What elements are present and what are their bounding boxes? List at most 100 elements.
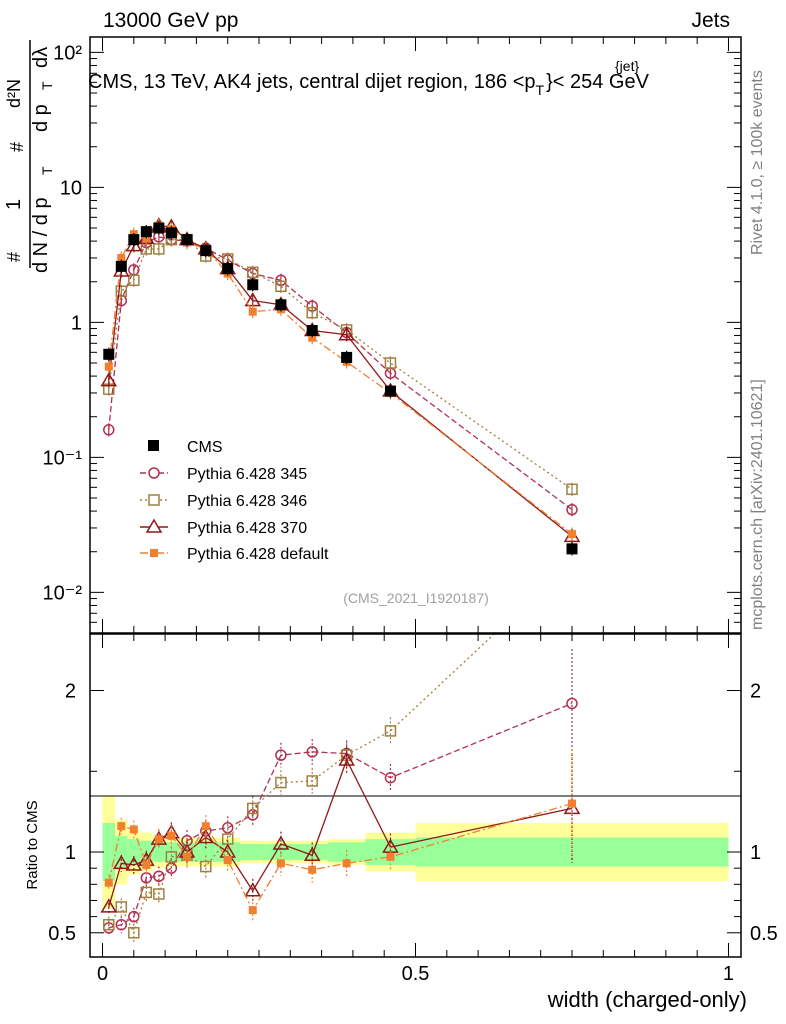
xtick-label-2: 1 [723,963,734,985]
point-p346-4 [153,243,165,255]
ratio-point-pdef-6 [183,852,192,861]
band-inner-9 [240,843,266,861]
rivet-label: Rivet 4.1.0, ≥ 100k events [749,70,766,255]
series-line-p346 [108,238,573,490]
ylabel-one: 1 [3,199,25,210]
ratio-point-p370-11 [303,846,321,862]
axes-group: 10⁻² 10⁻¹ 1 10 10² 0 0.5 1 0.5 0.5 1 1 2 2 [43,37,778,985]
band-inner-1 [115,835,128,869]
ylabel-dpt: d p [30,104,52,132]
band-inner-0 [102,822,116,882]
point-p370-0 [100,372,118,387]
ratio-point-pdef-12 [342,859,351,868]
point-cms-13 [384,385,396,397]
xtick-label-1: 0.5 [402,963,430,985]
mcplots-label: mcplots.cern.ch [arXiv:2401.10621] [749,379,766,630]
ratio-point-p370-2 [125,856,143,871]
ylabel-d2n: d²N [4,79,24,108]
ratio-point-pdef-4 [154,835,163,844]
plot-title-sub: T [536,82,545,98]
main-series-group [100,217,581,556]
point-p370-12 [338,326,355,341]
ytick-label-3: 10 [60,177,82,199]
ratio-point-pdef-2 [129,825,138,834]
ratio-point-pdef-7 [201,822,210,831]
point-p346-11 [306,306,318,319]
point-pdef-14 [567,530,576,539]
svg-text:CMS, 13 TeV, AK4 jets, central: CMS, 13 TeV, AK4 jets, central dijet reg… [88,71,650,98]
xtick-label-0: 0 [97,963,108,985]
legend-label-cms: CMS [187,439,223,456]
series-line-pdef [108,224,573,535]
ratio-uncertainty-bands [102,795,729,909]
ratio-point-p370-9 [244,882,262,897]
band-inner-4 [152,842,166,862]
legend-marker-p346 [148,494,160,506]
legend: CMS Pythia 6.428 345 Pythia 6.428 346 Py… [140,439,329,563]
point-cms-0 [103,348,115,360]
legend-marker-pdef [150,549,158,557]
point-pdef-1 [117,253,126,262]
legend-entry-cms: CMS [148,439,223,456]
legend-entry-p370: Pythia 6.428 370 [140,518,307,537]
ratio-point-pdef-9 [248,906,257,915]
ratio-ytick-label-l-2: 2 [65,681,76,703]
point-cms-1 [115,260,127,272]
ratio-point-p370-0 [100,898,118,913]
ratio-ytick-label-r-1: 1 [750,842,761,864]
band-inner-2 [127,839,141,865]
point-cms-6 [181,234,193,246]
ratio-point-pdef-8 [223,856,232,865]
ratio-point-p346-7 [200,860,212,873]
analysis-id: (CMS_2021_I1920187) [343,590,489,606]
ratio-point-pdef-10 [276,859,285,868]
point-p345-0 [103,424,115,436]
point-p346-13 [384,357,397,369]
ratio-point-p370-1 [112,854,130,870]
ratio-ytick-label-l-0: 0.5 [48,923,76,945]
ratio-point-pdef-3 [142,860,151,869]
point-p345-13 [384,367,397,379]
ratio-point-p345-10 [275,749,287,761]
ratio-point-p345-2 [128,910,140,923]
ratio-point-p345-1 [115,918,128,931]
ratio-point-pdef-1 [117,822,126,831]
point-p345-14 [566,503,578,516]
ratio-ytick-label-l-1: 1 [65,842,76,864]
plot-title-post: }< 254 GeV [546,71,650,93]
ratio-point-pdef-11 [308,865,317,874]
plot-title-sup: {jet} [615,58,639,74]
point-pdef-11 [308,333,317,342]
ratio-point-pdef-5 [167,831,176,840]
point-p346-1 [115,285,128,298]
ratio-point-p370-7 [197,829,215,844]
ratio-ytick-label-r-0: 0.5 [750,923,778,945]
legend-label-p370: Pythia 6.428 370 [187,520,307,537]
plot-title: CMS, 13 TeV, AK4 jets, central dijet reg… [88,58,650,98]
ratio-point-p345-13 [384,771,397,784]
legend-marker-cms [148,440,159,451]
point-cms-12 [341,351,353,363]
point-p346-2 [128,274,140,287]
ylabel-t-sub-2: T [39,81,55,90]
legend-marker-p345 [148,467,160,479]
ytick-label-2: 1 [71,312,82,334]
point-p346-14 [566,483,578,496]
legend-label-p345: Pythia 6.428 345 [187,466,307,483]
ratio-point-p370-10 [272,835,290,850]
ytick-label-0: 10⁻² [43,582,83,604]
legend-entry-pdef: Pythia 6.428 default [140,546,329,563]
ylabel-dlambda: dλ [30,47,52,68]
energy-label: 13000 GeV pp [103,9,238,32]
point-pdef-0 [104,362,113,371]
ylabel-t-sub-1: T [39,166,55,175]
legend-marker-p370 [145,518,163,533]
ratio-ytick-label-r-2: 2 [750,681,761,703]
ratio-point-p345-14 [566,697,578,710]
ratio-point-p345-3 [140,872,153,884]
point-cms-14 [566,543,578,555]
ratio-point-p346-1 [115,901,128,913]
ylabel-dn-dpt: d N / d p [30,197,52,273]
ratio-point-p346-11 [306,775,318,787]
